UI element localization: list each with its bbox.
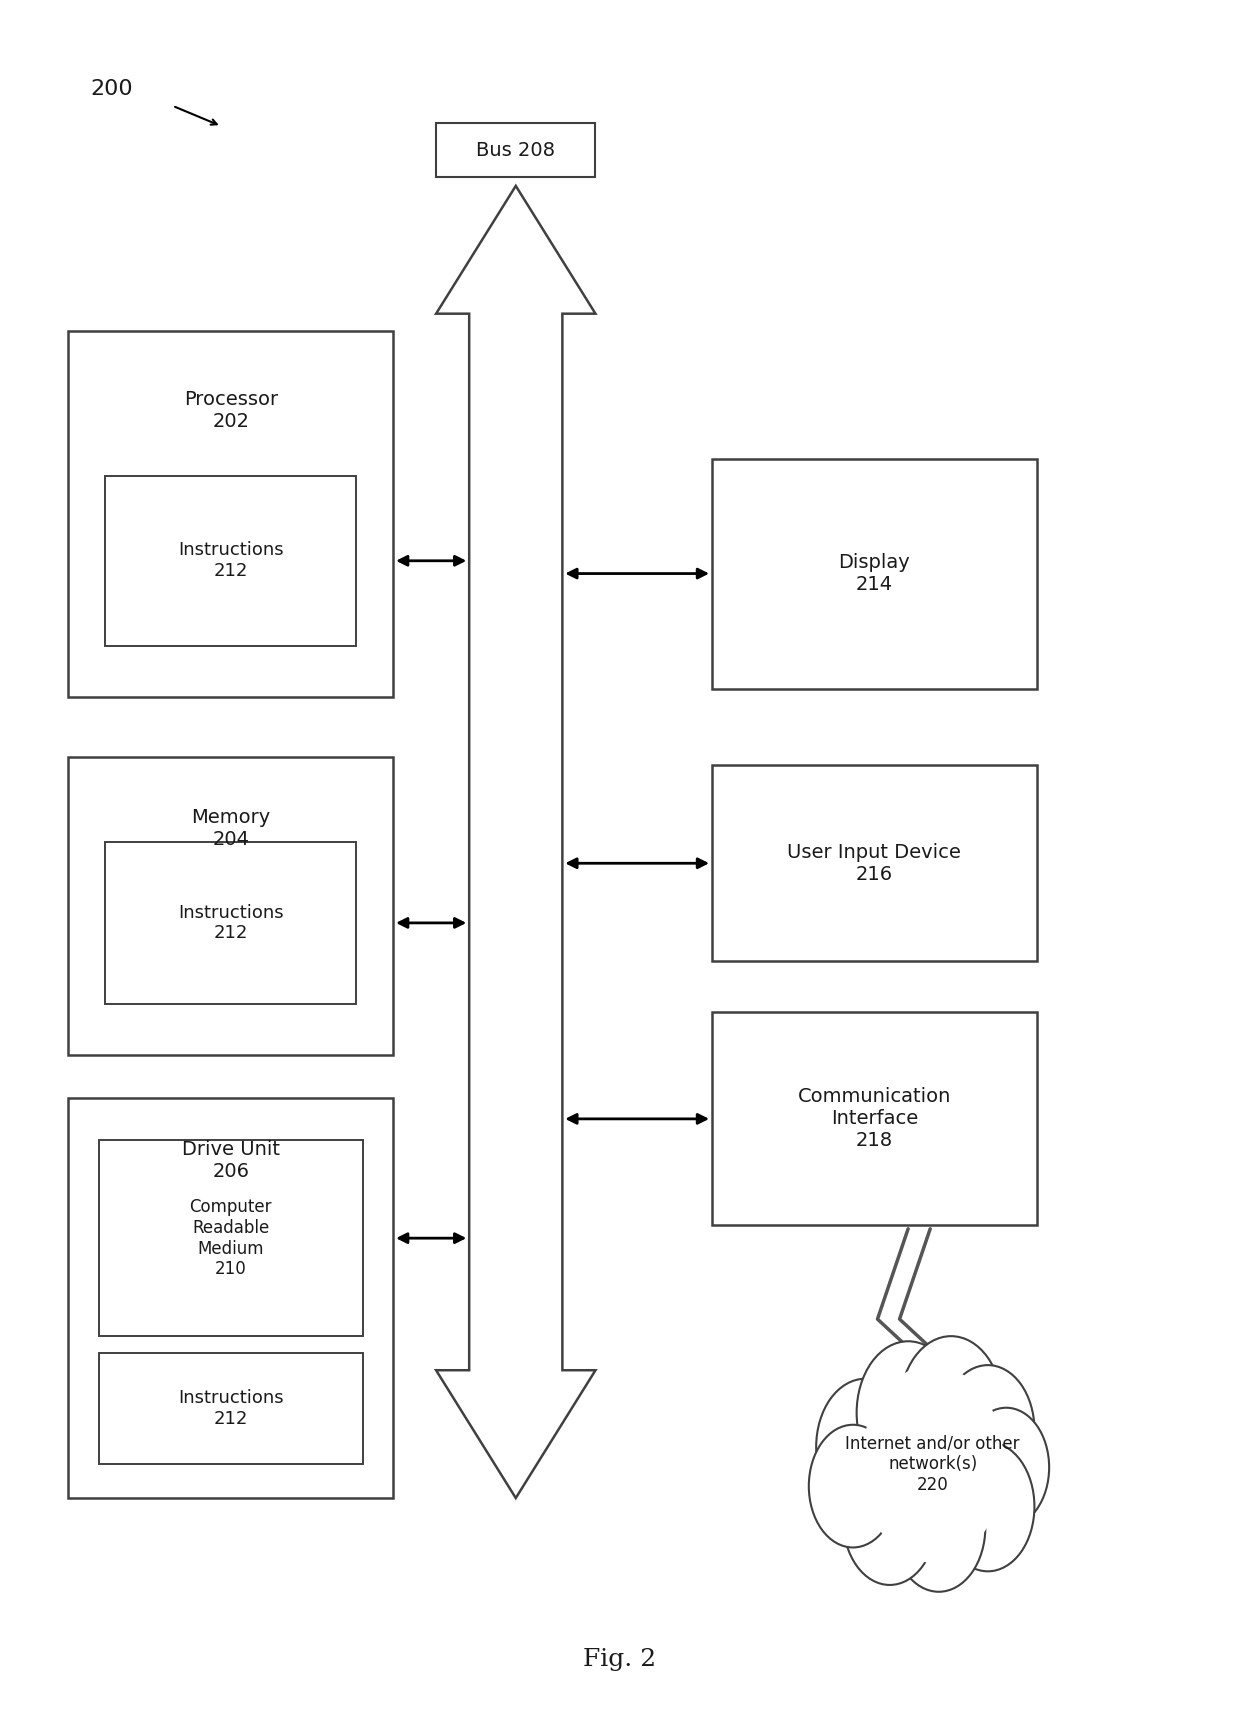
Circle shape — [808, 1424, 897, 1548]
Circle shape — [862, 1366, 1003, 1563]
FancyBboxPatch shape — [68, 1098, 393, 1498]
Circle shape — [893, 1462, 986, 1593]
FancyBboxPatch shape — [436, 122, 595, 177]
FancyBboxPatch shape — [712, 1012, 1037, 1225]
Text: User Input Device
216: User Input Device 216 — [787, 844, 961, 883]
Circle shape — [857, 1342, 960, 1484]
FancyBboxPatch shape — [712, 459, 1037, 689]
FancyBboxPatch shape — [105, 476, 356, 646]
Text: Computer
Readable
Medium
210: Computer Readable Medium 210 — [190, 1197, 272, 1278]
Circle shape — [963, 1407, 1049, 1527]
Text: 200: 200 — [91, 79, 133, 98]
Circle shape — [941, 1441, 1034, 1572]
Text: Drive Unit
206: Drive Unit 206 — [182, 1141, 280, 1182]
Text: Instructions
212: Instructions 212 — [177, 1390, 284, 1428]
Text: Internet and/or other
network(s)
220: Internet and/or other network(s) 220 — [846, 1435, 1021, 1493]
FancyBboxPatch shape — [105, 842, 356, 1003]
Polygon shape — [436, 186, 595, 1498]
Circle shape — [941, 1366, 1034, 1495]
FancyBboxPatch shape — [68, 756, 393, 1055]
FancyBboxPatch shape — [99, 1141, 362, 1337]
Text: Communication
Interface
218: Communication Interface 218 — [797, 1087, 951, 1151]
Text: Instructions
212: Instructions 212 — [177, 904, 284, 941]
Text: Fig. 2: Fig. 2 — [584, 1649, 656, 1672]
Text: Memory
204: Memory 204 — [191, 807, 270, 849]
Circle shape — [816, 1380, 914, 1515]
FancyBboxPatch shape — [712, 765, 1037, 962]
Circle shape — [843, 1455, 936, 1586]
Text: Instructions
212: Instructions 212 — [177, 541, 284, 581]
FancyBboxPatch shape — [68, 332, 393, 698]
FancyBboxPatch shape — [99, 1354, 362, 1464]
Text: Bus 208: Bus 208 — [476, 141, 556, 160]
Text: Processor
202: Processor 202 — [184, 390, 278, 431]
Circle shape — [899, 1337, 1003, 1479]
Text: Display
214: Display 214 — [838, 553, 910, 594]
